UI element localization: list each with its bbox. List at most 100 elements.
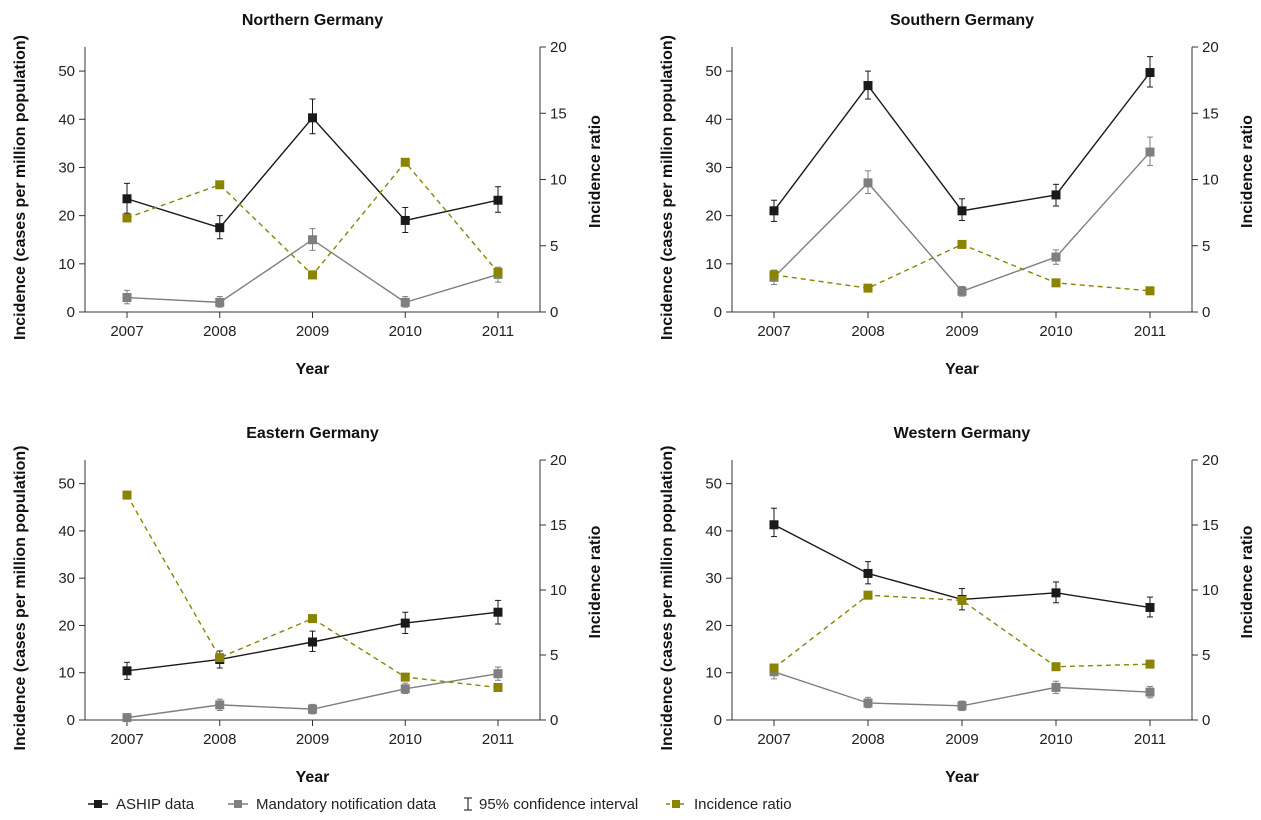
- data-point-mandatory: [400, 684, 410, 694]
- data-point-aship: [1145, 68, 1155, 78]
- data-point-mandatory: [122, 713, 132, 723]
- x-tick-label: 2011: [1134, 731, 1166, 748]
- chart-panel-3: Western Germany 0 10 20 30 40 50 0 5 10 15 20 2007 20…: [659, 425, 1256, 786]
- data-point-mandatory: [215, 700, 225, 710]
- y2-tick-label: 20: [1202, 452, 1219, 469]
- y2-tick-label: 15: [550, 517, 567, 534]
- y-tick-label: 30: [58, 159, 75, 176]
- chart-title: Eastern Germany: [246, 425, 379, 442]
- series-line-incidence-ratio: [126, 161, 499, 276]
- x-tick-label: 2007: [757, 731, 790, 748]
- data-point-incidence-ratio: [863, 283, 873, 293]
- legend-marker-icon: [94, 800, 102, 808]
- data-point-mandatory: [1051, 682, 1061, 692]
- data-point-mandatory: [308, 704, 317, 714]
- x-tick-label: 2008: [851, 323, 884, 340]
- y-axis-label: Incidence (cases per million population): [659, 446, 676, 751]
- y2-tick-label: 10: [1202, 172, 1219, 189]
- y2-tick-label: 20: [550, 39, 567, 56]
- data-point-aship: [493, 607, 503, 617]
- data-point-incidence-ratio: [215, 180, 225, 190]
- data-point-incidence-ratio: [769, 270, 779, 280]
- y-tick-label: 0: [67, 304, 75, 321]
- y-tick-label: 50: [58, 476, 75, 493]
- data-point-aship: [493, 195, 503, 205]
- x-tick-label: 2008: [851, 731, 884, 748]
- data-point-mandatory: [957, 286, 967, 296]
- data-point-incidence-ratio: [957, 595, 967, 605]
- legend-label: Incidence ratio: [694, 796, 792, 813]
- data-point-incidence-ratio: [215, 653, 225, 663]
- series-line-incidence-ratio: [773, 243, 1151, 292]
- y-tick-label: 20: [705, 208, 722, 225]
- y-tick-label: 30: [58, 570, 75, 587]
- y-tick-label: 10: [58, 665, 75, 682]
- data-point-incidence-ratio: [1051, 662, 1061, 672]
- series-line-incidence-ratio: [126, 494, 499, 689]
- data-point-incidence-ratio: [957, 239, 967, 249]
- data-point-mandatory: [493, 669, 503, 679]
- x-tick-label: 2007: [110, 323, 143, 340]
- series-line-aship: [773, 72, 1151, 212]
- y-tick-label: 10: [705, 665, 722, 682]
- y2-tick-label: 0: [550, 304, 558, 321]
- data-point-aship: [308, 637, 317, 647]
- x-tick-label: 2011: [482, 323, 514, 340]
- y-axis-label: Incidence (cases per million population): [659, 35, 676, 340]
- data-point-aship: [769, 206, 779, 216]
- x-tick-label: 2011: [482, 731, 514, 748]
- y-tick-label: 40: [705, 111, 722, 128]
- y-tick-label: 50: [705, 476, 722, 493]
- x-tick-label: 2009: [296, 323, 329, 340]
- chart-title: Southern Germany: [890, 12, 1034, 29]
- y-tick-label: 30: [705, 159, 722, 176]
- x-tick-label: 2010: [1039, 323, 1072, 340]
- series-line-mandatory: [773, 151, 1151, 293]
- data-point-incidence-ratio: [493, 683, 503, 692]
- data-point-incidence-ratio: [1051, 278, 1061, 288]
- x-tick-label: 2009: [296, 731, 329, 748]
- y-tick-label: 20: [705, 617, 722, 634]
- data-point-aship: [863, 81, 873, 91]
- chart-panel-2: Eastern Germany 0 10 20 30 40 50 0 5 10 15 20 2007 20…: [12, 425, 604, 786]
- legend-label: Mandatory notification data: [256, 796, 437, 813]
- x-tick-label: 2011: [1134, 323, 1166, 340]
- data-point-aship: [215, 223, 225, 233]
- data-point-aship: [769, 520, 779, 530]
- data-point-aship: [122, 194, 132, 204]
- y2-tick-label: 15: [1202, 517, 1219, 534]
- x-axis-label: Year: [296, 769, 330, 786]
- y2-tick-label: 0: [1202, 712, 1210, 729]
- y-tick-label: 0: [714, 712, 722, 729]
- data-point-mandatory: [863, 178, 873, 188]
- data-point-aship: [1051, 588, 1061, 598]
- legend: ASHIP data Mandatory notification data 95%…: [88, 796, 792, 813]
- y-tick-label: 10: [58, 256, 75, 273]
- y-tick-label: 40: [58, 111, 75, 128]
- x-tick-label: 2009: [945, 731, 978, 748]
- x-axis-label: Year: [945, 361, 979, 378]
- y2-tick-label: 15: [1202, 105, 1219, 122]
- data-point-incidence-ratio: [493, 267, 503, 277]
- y-tick-label: 30: [705, 570, 722, 587]
- data-point-incidence-ratio: [122, 490, 132, 500]
- y2-tick-label: 10: [550, 582, 567, 599]
- y2-tick-label: 10: [550, 172, 567, 189]
- legend-marker-icon: [234, 800, 242, 808]
- data-point-mandatory: [122, 293, 132, 303]
- y2-tick-label: 5: [1202, 647, 1210, 664]
- y-tick-label: 40: [58, 523, 75, 540]
- x-tick-label: 2007: [110, 731, 143, 748]
- y2-tick-label: 0: [550, 712, 558, 729]
- data-point-incidence-ratio: [769, 663, 779, 673]
- data-point-aship: [863, 568, 873, 578]
- y2-tick-label: 20: [1202, 39, 1219, 56]
- y2-tick-label: 0: [1202, 304, 1210, 321]
- y-tick-label: 10: [705, 256, 722, 273]
- x-tick-label: 2010: [389, 731, 422, 748]
- series-line-aship: [126, 116, 499, 229]
- data-point-incidence-ratio: [863, 590, 873, 600]
- legend-label: ASHIP data: [116, 796, 195, 813]
- legend-marker-icon: [672, 800, 680, 808]
